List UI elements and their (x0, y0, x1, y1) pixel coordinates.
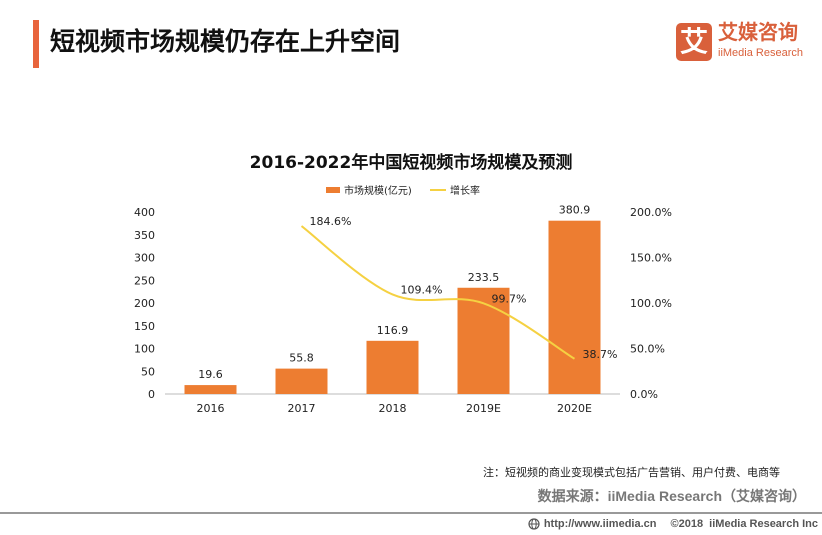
growth-line (300, 225, 576, 360)
left-tick-label: 50 (141, 365, 155, 378)
bar-label: 116.9 (377, 324, 409, 337)
line-label: 38.7% (583, 348, 618, 361)
left-tick-label: 150 (134, 320, 155, 333)
bar-label: 55.8 (289, 352, 314, 365)
chart-note: 注：短视频的商业变现模式包括广告营销、用户付费、电商等 (483, 466, 780, 479)
title-accent-bar (33, 20, 39, 68)
left-tick-label: 350 (134, 229, 155, 242)
footer-copyright: ©2018 iiMedia Research Inc (670, 518, 818, 530)
left-tick-label: 200 (134, 297, 155, 310)
bar-label: 380.9 (559, 204, 591, 217)
bar (366, 340, 419, 394)
left-tick-label: 300 (134, 252, 155, 265)
bar-label: 233.5 (468, 271, 500, 284)
right-tick-label: 200.0% (630, 206, 672, 219)
x-tick-label: 2019E (466, 402, 501, 415)
bar-label: 19.6 (198, 368, 223, 381)
legend-line-label: 增长率 (450, 184, 480, 197)
left-tick-label: 100 (134, 343, 155, 356)
chart-title: 2016-2022年中国短视频市场规模及预测 (250, 152, 573, 173)
page-title: 短视频市场规模仍存在上升空间 (50, 27, 401, 56)
right-tick-label: 0.0% (630, 388, 658, 401)
footer: http://www.iimedia.cn ©2018 iiMedia Rese… (528, 517, 818, 531)
line-label: 184.6% (310, 215, 352, 228)
data-source: 数据来源：iiMedia Research（艾媒咨询） (537, 488, 806, 504)
bar (457, 287, 510, 394)
left-tick-label: 400 (134, 206, 155, 219)
divider (0, 512, 822, 514)
right-tick-label: 50.0% (630, 343, 665, 356)
line-label: 99.7% (492, 292, 527, 305)
left-tick-label: 0 (148, 388, 155, 401)
x-tick-label: 2020E (557, 402, 592, 415)
logo-en: iiMedia Research (718, 47, 803, 59)
bar (184, 385, 237, 394)
right-tick-label: 150.0% (630, 252, 672, 265)
bar (275, 368, 328, 394)
legend-bar-label: 市场规模(亿元) (344, 184, 412, 197)
legend-bar-swatch (326, 187, 340, 193)
bar (548, 220, 601, 394)
globe-icon (528, 518, 540, 530)
logo-mark: 艾 (676, 23, 712, 61)
x-tick-label: 2016 (197, 402, 225, 415)
left-tick-label: 250 (134, 274, 155, 287)
x-tick-label: 2017 (288, 402, 316, 415)
x-tick-label: 2018 (379, 402, 407, 415)
line-label: 109.4% (401, 283, 443, 296)
logo-cn: 艾媒咨询 (718, 20, 798, 44)
footer-url[interactable]: http://www.iimedia.cn (543, 518, 657, 530)
right-tick-label: 100.0% (630, 297, 672, 310)
